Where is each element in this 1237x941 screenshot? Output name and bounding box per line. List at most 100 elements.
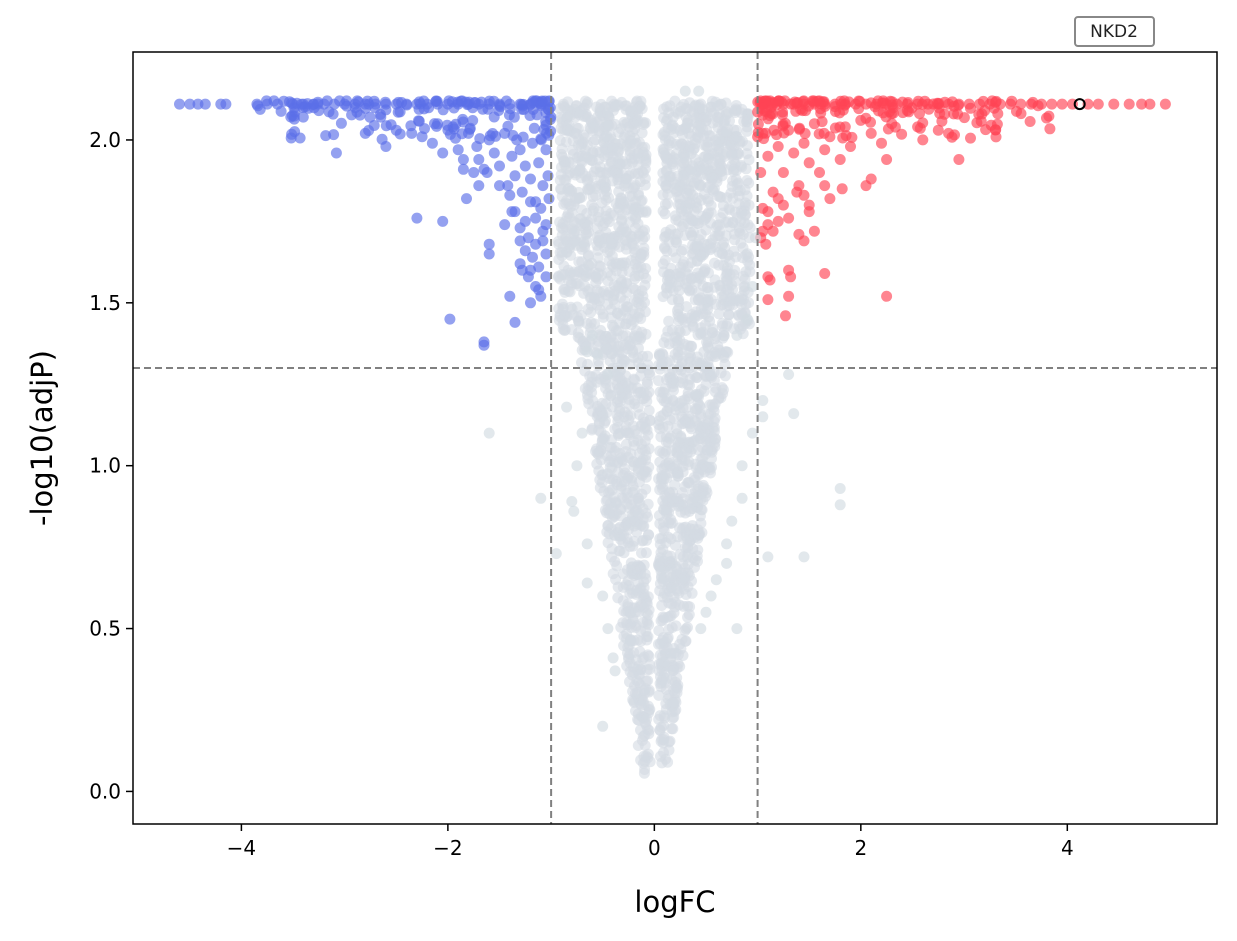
ns-point [654,445,666,457]
ns-point [664,355,676,367]
ns-point [642,378,653,390]
ns-point [620,425,632,437]
ns-point [672,228,684,240]
ns-point [672,458,683,470]
ns-point [678,152,690,164]
ns-point [726,515,738,527]
ns-point [654,710,666,722]
up-point [764,274,776,286]
ns-point [618,605,630,617]
up-point [757,202,769,214]
ns-point [555,183,567,195]
up-point [814,167,825,178]
ns-point [684,197,696,209]
ns-point [669,596,681,608]
ns-point [671,364,683,376]
ns-point [689,554,701,566]
ns-point [726,149,738,161]
y-tick-label: 2.0 [89,128,121,152]
y-tick-label: 0.5 [89,617,121,641]
ns-point [574,192,585,204]
ns-point [694,463,706,475]
up-point [757,225,769,237]
up-point [824,193,836,205]
down-point [540,271,552,283]
ns-point [654,423,666,435]
ns-point [734,185,746,197]
ns-point [682,621,693,633]
x-tick-label: 4 [1061,836,1074,860]
down-point [525,264,536,276]
up-point [958,112,970,124]
up-point [1123,98,1135,110]
up-point [772,141,784,152]
ns-point [594,482,606,494]
down-point [437,147,449,159]
ns-point [667,665,679,676]
ns-point [728,245,740,257]
ns-point [727,216,739,228]
up-point [762,294,774,306]
down-point [330,147,342,159]
down-point [335,117,347,129]
up-point [1056,98,1068,110]
ns-point [728,166,740,177]
ns-point [746,281,758,292]
ns-point [550,548,562,560]
up-point [914,122,926,134]
down-point [494,180,505,192]
ns-point [672,293,684,305]
down-point [473,180,485,192]
ns-point [563,285,574,297]
ns-point [605,208,617,219]
down-point [517,131,529,143]
ns-point [660,152,672,164]
ns-point [658,337,670,349]
ns-point [609,665,621,677]
ns-point [798,551,810,563]
ns-point [561,211,573,223]
ns-point [694,528,706,540]
ns-point [583,250,594,262]
ns-point [615,291,627,303]
ns-point [631,664,643,676]
ns-point [719,242,731,254]
ns-point [625,135,637,147]
down-point [379,96,391,108]
ns-point [726,180,738,192]
ns-point [681,117,693,129]
ns-point [788,408,800,420]
ns-point [574,332,586,344]
ns-point [612,146,624,158]
ns-point [731,623,743,635]
ns-point [697,104,709,115]
ns-point [617,330,629,342]
ns-point [721,192,733,204]
down-point [426,137,438,149]
down-point [430,95,442,107]
ns-point [739,209,751,221]
down-point [392,96,404,108]
ns-point [663,744,675,756]
down-point [509,170,521,182]
ns-point [673,215,685,227]
ns-point [707,326,719,338]
ns-point [574,213,586,225]
up-point [1082,98,1094,110]
ns-point [701,436,713,448]
ns-point [627,540,639,552]
up-point [819,268,831,279]
down-point [413,96,425,108]
ns-point [581,346,593,358]
ns-point [706,453,717,465]
up-point [1015,108,1027,120]
ns-point [593,360,604,372]
x-tick-label: 2 [854,836,867,860]
y-tick-label: 1.5 [89,291,121,315]
ns-point [656,358,667,370]
ns-point [660,226,672,238]
down-point [376,133,388,145]
up-point [783,212,795,224]
down-point [448,102,460,114]
up-point [767,108,779,120]
